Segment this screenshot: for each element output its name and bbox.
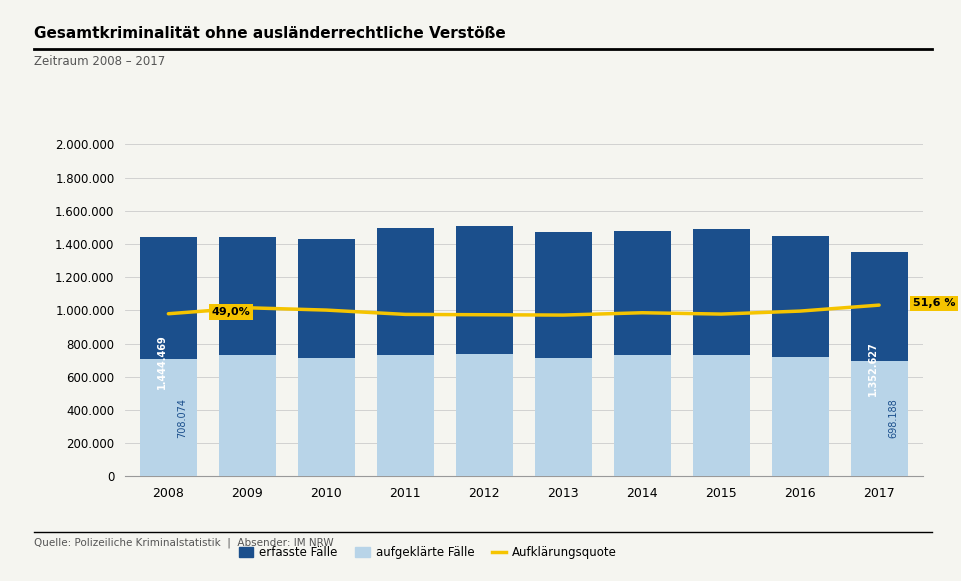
Bar <box>535 232 592 476</box>
Bar <box>850 361 907 476</box>
Text: Gesamtkriminalität ohne ausländerrechtliche Verstöße: Gesamtkriminalität ohne ausländerrechtli… <box>34 26 505 41</box>
Text: Quelle: Polizeiliche Kriminalstatistik  |  Absender: IM NRW: Quelle: Polizeiliche Kriminalstatistik |… <box>34 537 333 548</box>
Bar <box>850 252 907 476</box>
Bar <box>377 355 433 476</box>
Text: 698.188: 698.188 <box>888 399 899 438</box>
Bar <box>140 236 197 476</box>
Bar <box>456 226 512 476</box>
Text: 51,6 %: 51,6 % <box>913 299 955 309</box>
Bar <box>140 359 197 476</box>
Bar <box>377 228 433 476</box>
Bar <box>535 358 592 476</box>
Text: 708.074: 708.074 <box>178 397 187 437</box>
Bar <box>219 237 276 476</box>
Bar <box>298 357 355 476</box>
Legend: erfasste Fälle, aufgeklärte Fälle, Aufklärungsquote: erfasste Fälle, aufgeklärte Fälle, Aufkl… <box>234 541 622 564</box>
Text: Zeitraum 2008 – 2017: Zeitraum 2008 – 2017 <box>34 55 165 68</box>
Bar <box>772 357 828 476</box>
Bar <box>456 354 512 476</box>
Bar <box>693 355 750 476</box>
Bar <box>772 236 828 476</box>
Text: 1.444.469: 1.444.469 <box>157 334 167 389</box>
Bar <box>614 231 671 476</box>
Bar <box>298 239 355 476</box>
Bar <box>614 355 671 476</box>
Text: 1.352.627: 1.352.627 <box>868 341 877 396</box>
Text: 49,0%: 49,0% <box>211 307 251 317</box>
Bar <box>693 228 750 476</box>
Bar <box>219 355 276 476</box>
